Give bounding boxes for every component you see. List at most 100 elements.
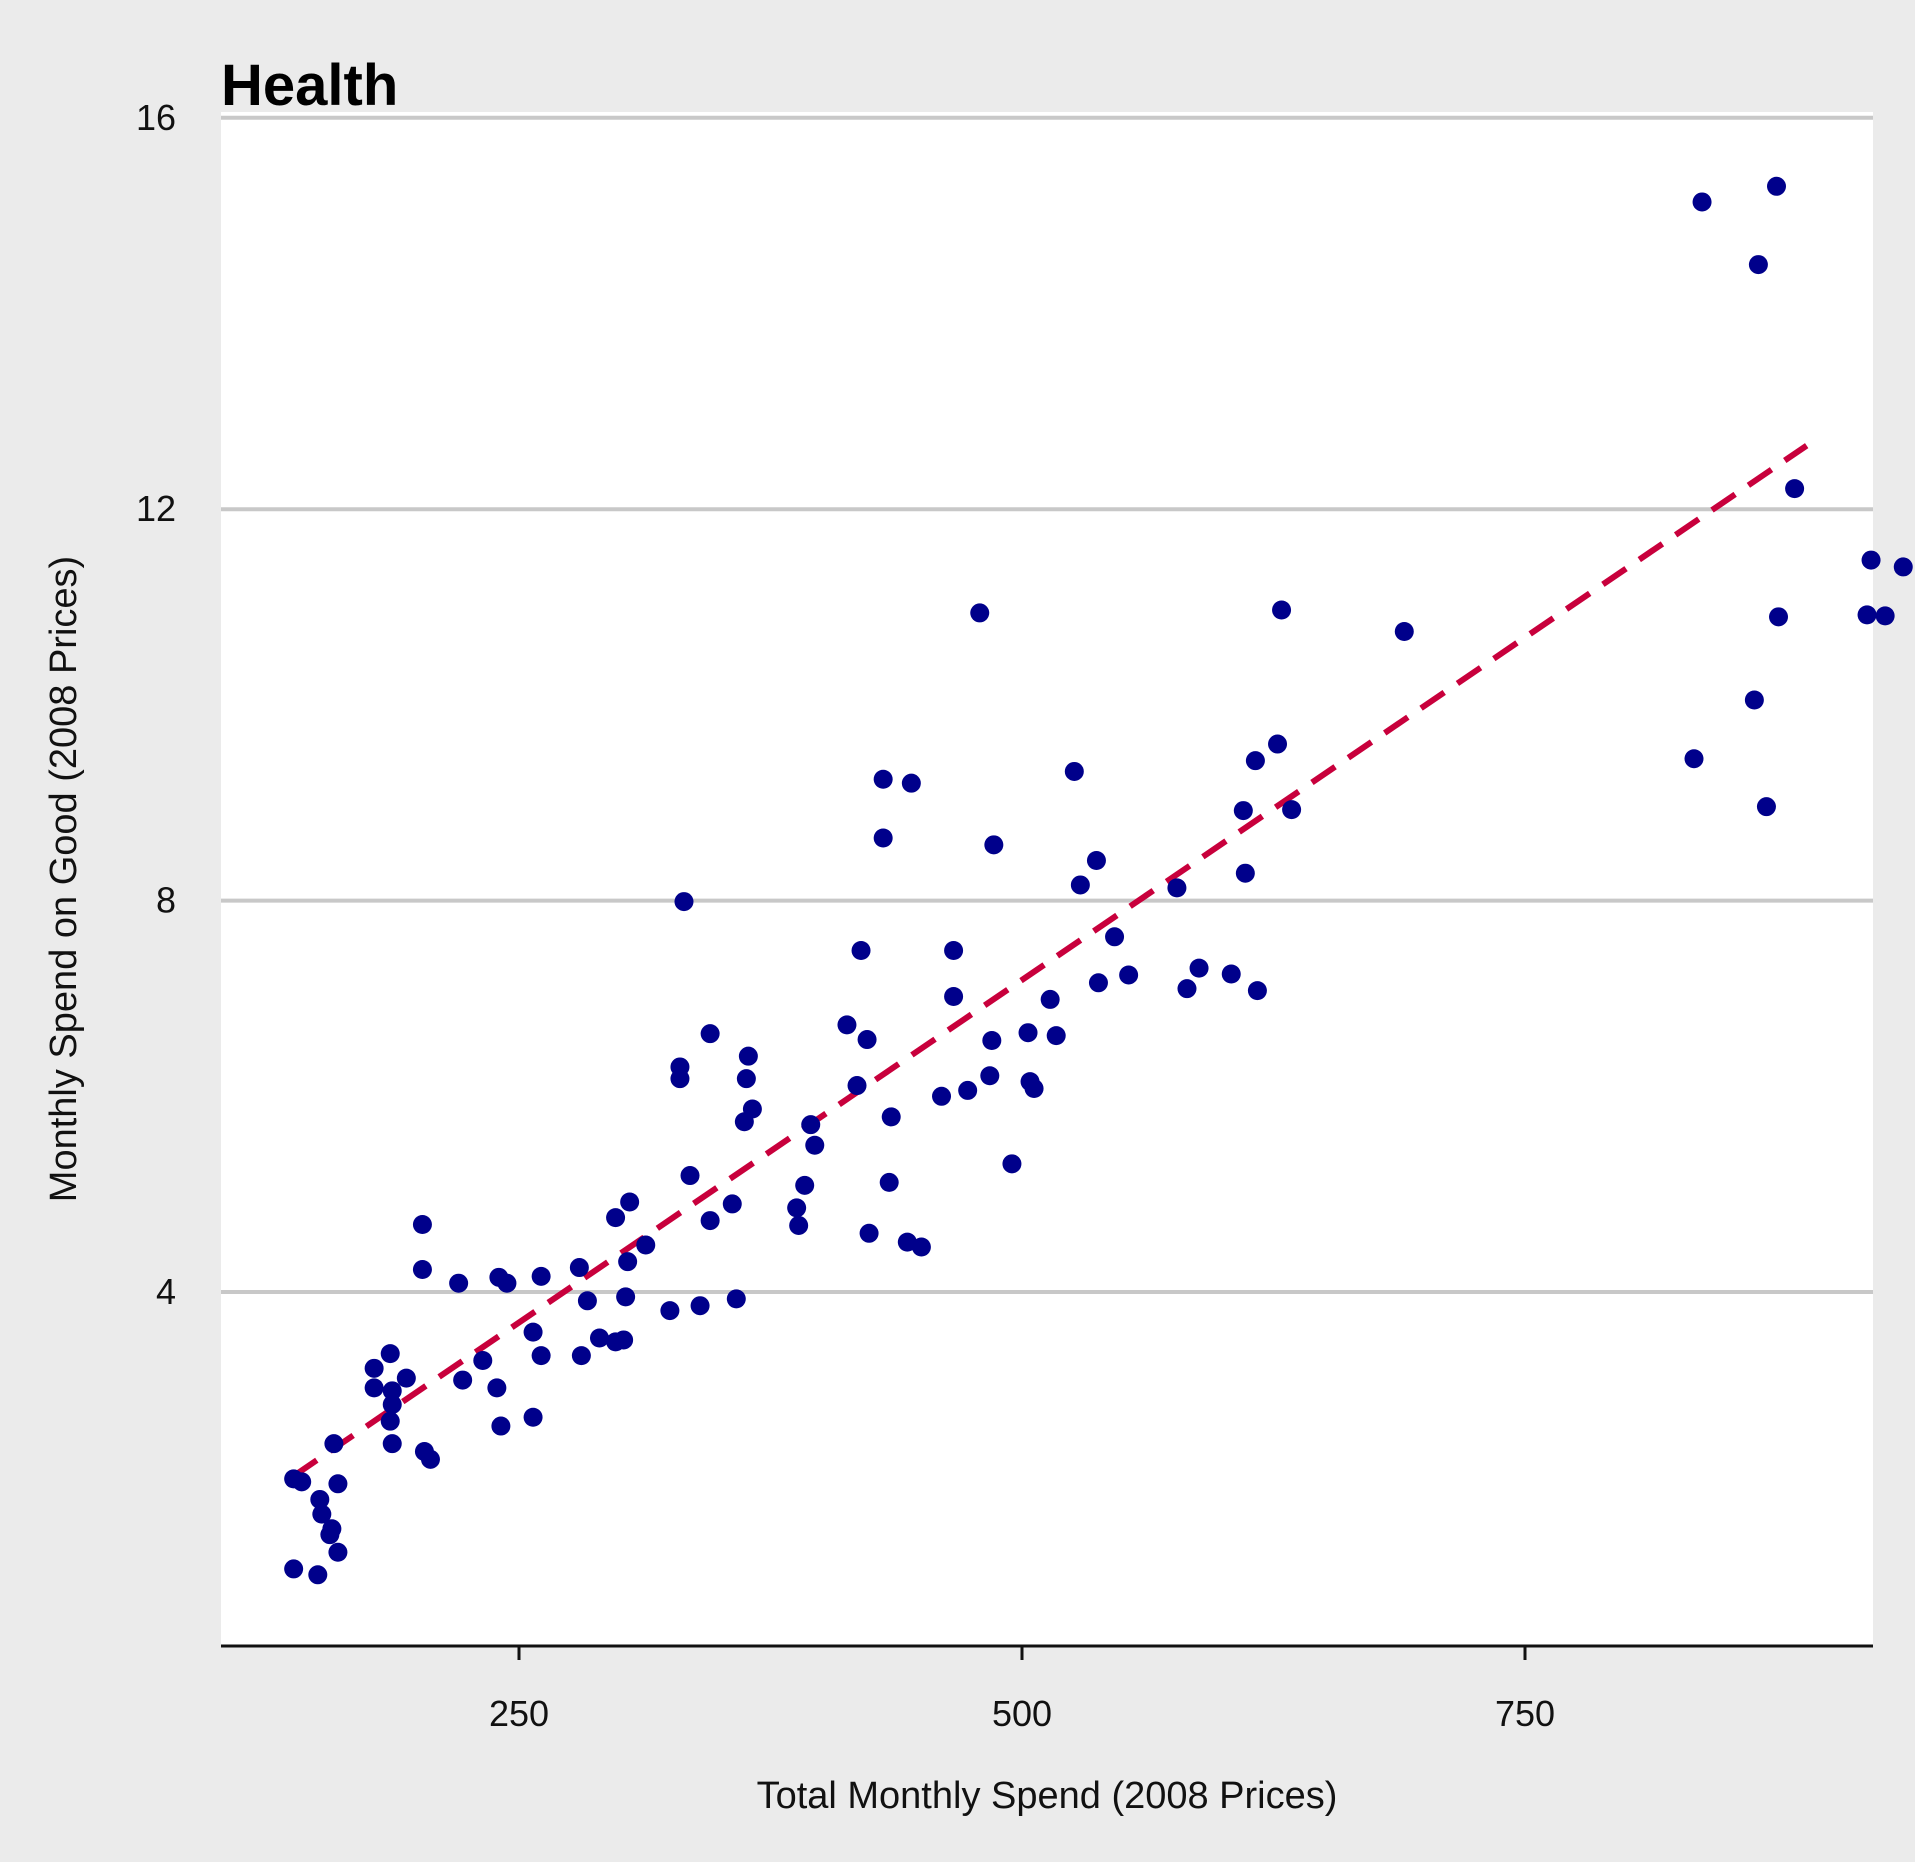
data-point (879, 1172, 899, 1192)
data-point (328, 1474, 348, 1494)
data-point (859, 1223, 879, 1243)
data-point (984, 835, 1004, 855)
data-point (873, 769, 893, 789)
data-point (1756, 797, 1776, 817)
data-point (738, 1046, 758, 1066)
data-point (742, 1099, 762, 1119)
data-point (1221, 964, 1241, 984)
data-point (618, 1252, 638, 1272)
data-point (1233, 801, 1253, 821)
data-point (911, 1237, 931, 1257)
data-point (284, 1559, 304, 1579)
data-point (1769, 607, 1789, 627)
data-point (700, 1024, 720, 1044)
data-point (523, 1407, 543, 1427)
data-point (614, 1330, 634, 1350)
data-point (932, 1086, 952, 1106)
data-point (873, 828, 893, 848)
y-axis-title: Monthly Spend on Good (2008 Prices) (43, 556, 85, 1202)
data-point (660, 1301, 680, 1321)
data-point (1394, 622, 1414, 642)
x-tick-label-500: 500 (992, 1693, 1052, 1734)
data-point (312, 1504, 332, 1524)
data-point (795, 1175, 815, 1195)
data-point (328, 1542, 348, 1562)
data-point (1040, 989, 1060, 1009)
data-point (700, 1211, 720, 1231)
x-axis-ticks: 250 500 750 (489, 1646, 1555, 1734)
data-point (1235, 863, 1255, 883)
data-point (1088, 973, 1108, 993)
data-point (453, 1370, 473, 1390)
data-point (722, 1194, 742, 1214)
data-point (589, 1328, 609, 1348)
x-tick-label-250: 250 (489, 1693, 549, 1734)
data-point (636, 1235, 656, 1255)
data-point (1177, 979, 1197, 999)
data-point (1024, 1078, 1044, 1098)
data-point (1692, 192, 1712, 212)
y-tick-label-4: 4 (156, 1271, 176, 1312)
data-point (1767, 176, 1786, 196)
data-point (364, 1358, 384, 1378)
data-point (382, 1395, 402, 1415)
data-point (1018, 1023, 1038, 1043)
data-point (1282, 800, 1302, 820)
data-point (1744, 690, 1764, 710)
scatter-points (284, 176, 1913, 1585)
data-point (473, 1350, 493, 1370)
data-point (1105, 927, 1125, 947)
panel-background (221, 112, 1873, 1646)
data-point (1857, 605, 1877, 625)
data-point (569, 1258, 589, 1278)
data-point (491, 1416, 511, 1436)
data-point (380, 1344, 400, 1364)
data-point (380, 1411, 400, 1431)
data-point (1893, 557, 1913, 577)
gridlines (221, 115, 1873, 1294)
y-tick-label-12: 12 (136, 488, 176, 529)
data-point (412, 1259, 432, 1279)
data-point (881, 1107, 901, 1127)
data-point (944, 986, 964, 1006)
x-tick-label-750: 750 (1495, 1693, 1555, 1734)
data-point (382, 1381, 402, 1401)
data-point (901, 773, 921, 793)
data-point (531, 1266, 551, 1286)
data-point (857, 1030, 877, 1050)
data-point (1167, 878, 1187, 898)
data-point (1070, 875, 1090, 895)
data-point (944, 941, 964, 961)
data-point (1268, 734, 1288, 754)
data-point (1189, 958, 1209, 978)
data-point (674, 892, 694, 912)
data-point (620, 1192, 640, 1212)
data-point (523, 1322, 543, 1342)
data-point (801, 1115, 821, 1135)
x-axis-title: Total Monthly Spend (2008 Prices) (757, 1775, 1338, 1817)
data-point (787, 1198, 807, 1218)
data-point (1119, 965, 1139, 985)
data-point (851, 941, 871, 961)
data-point (1272, 600, 1292, 620)
data-point (680, 1166, 700, 1186)
y-tick-label-16: 16 (136, 97, 176, 138)
data-point (531, 1346, 551, 1366)
chart-title: Health (221, 53, 398, 118)
data-point (690, 1296, 710, 1316)
data-point (1086, 850, 1106, 870)
data-point (571, 1346, 591, 1366)
data-point (616, 1287, 636, 1307)
data-point (1748, 255, 1768, 275)
data-point (322, 1519, 342, 1539)
data-point (449, 1273, 469, 1293)
data-point (789, 1215, 809, 1235)
data-point (364, 1378, 384, 1398)
data-point (1245, 751, 1265, 771)
data-point (1684, 749, 1704, 769)
data-point (670, 1069, 690, 1089)
y-tick-label-8: 8 (156, 880, 176, 921)
data-point (847, 1076, 867, 1096)
data-point (420, 1449, 440, 1469)
